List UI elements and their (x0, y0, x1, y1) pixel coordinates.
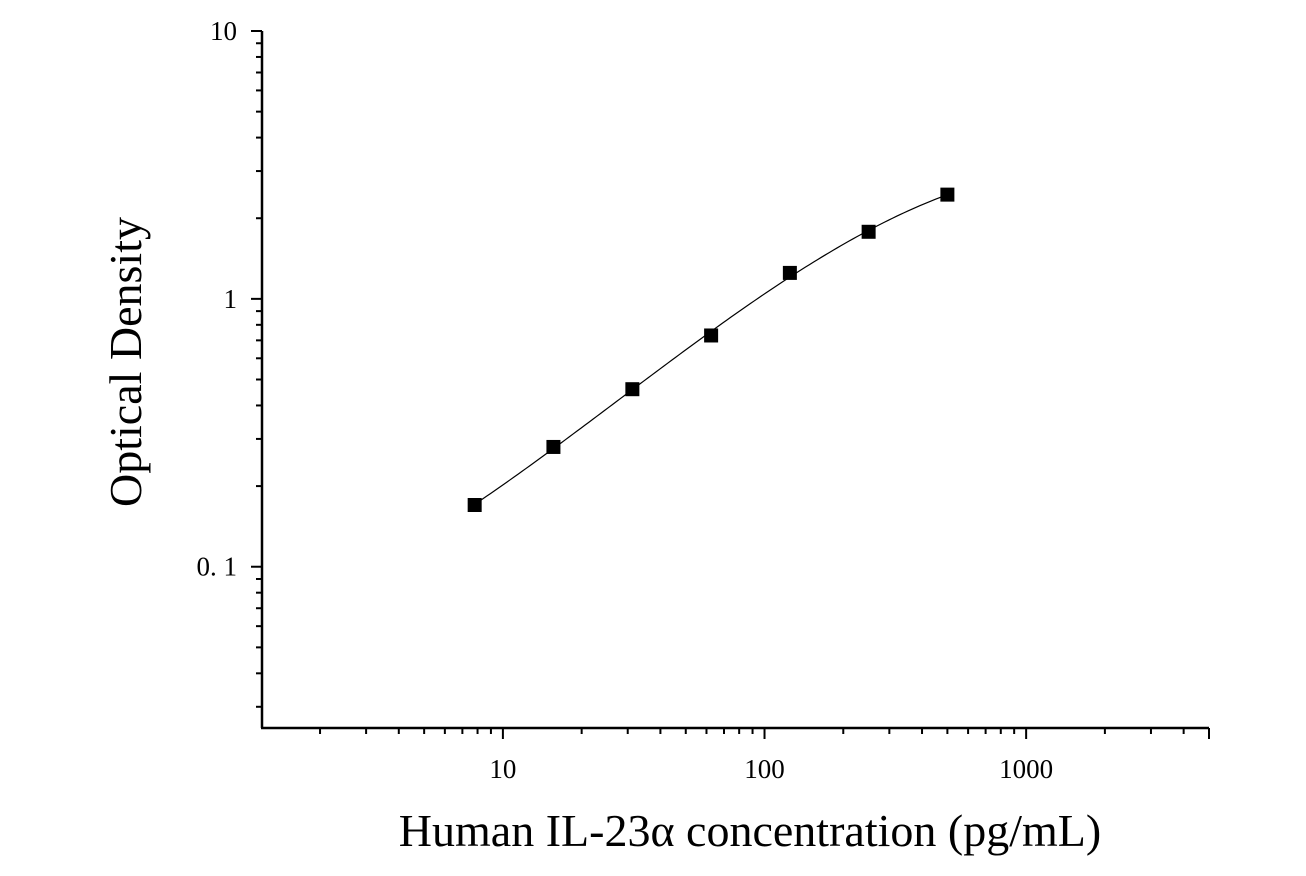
data-points (467, 187, 955, 513)
tick-labels: 10 100 1000 10 1 0. 1 (197, 16, 1054, 784)
data-point (546, 439, 561, 454)
data-point (782, 265, 797, 280)
y-tick-label: 10 (210, 16, 237, 46)
x-tick-label: 100 (744, 754, 785, 784)
data-point (940, 187, 955, 202)
data-point (625, 382, 640, 397)
y-axis-title: Optical Density (100, 217, 151, 507)
x-tick-label: 1000 (999, 754, 1053, 784)
fit-curve (474, 194, 948, 505)
axis-ticks (251, 30, 1210, 739)
axes (260, 31, 1209, 730)
y-tick-label: 1 (224, 284, 238, 314)
x-axis-title: Human IL-23α concentration (pg/mL) (399, 805, 1101, 856)
data-point (467, 498, 482, 513)
y-tick-label: 0. 1 (197, 552, 238, 582)
data-point (861, 224, 876, 239)
x-tick-label: 10 (489, 754, 516, 784)
data-point (704, 328, 719, 343)
